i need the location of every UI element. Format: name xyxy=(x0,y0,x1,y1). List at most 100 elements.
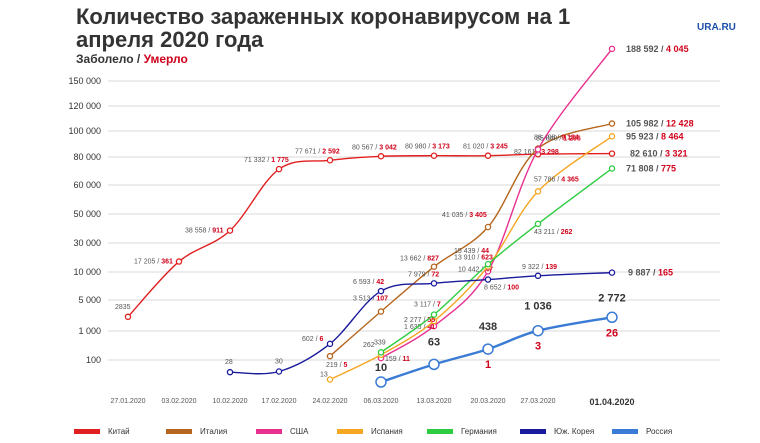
data-label: 10 xyxy=(375,362,387,374)
legend-label: Испания xyxy=(371,426,403,436)
data-point[interactable] xyxy=(226,368,234,376)
data-label: 38 558 / 911 xyxy=(185,228,224,235)
data-point[interactable] xyxy=(124,313,132,321)
brand-logo[interactable]: URA.RU xyxy=(697,22,736,33)
data-label: 13 662 / 827 xyxy=(400,256,439,263)
y-tick-label: 50 000 xyxy=(73,209,101,219)
data-label: 159 / 11 xyxy=(385,356,410,363)
data-point[interactable] xyxy=(534,272,542,280)
data-point[interactable] xyxy=(484,152,492,159)
y-tick-label: 150 000 xyxy=(68,76,101,86)
data-point[interactable] xyxy=(377,308,385,315)
deaths-label: 1 xyxy=(485,359,491,371)
data-point[interactable] xyxy=(175,258,183,265)
data-point[interactable] xyxy=(377,153,385,160)
grid xyxy=(108,80,720,361)
deaths-label: 3 xyxy=(535,341,541,353)
series-line xyxy=(127,152,613,318)
data-point[interactable] xyxy=(608,150,616,157)
data-point[interactable] xyxy=(606,311,618,324)
data-label: 80 980 / 3 173 xyxy=(405,144,450,151)
legend-item: Россия xyxy=(612,424,672,438)
x-tick-label: 27.01.2020 xyxy=(110,398,145,405)
data-label: 71 808 / 775 xyxy=(626,163,676,173)
deaths-label: 26 xyxy=(606,327,618,339)
data-point[interactable] xyxy=(608,165,616,172)
data-point[interactable] xyxy=(326,352,334,360)
data-label: 77 671 / 2 592 xyxy=(295,148,340,155)
data-point[interactable] xyxy=(484,260,492,268)
data-point[interactable] xyxy=(226,227,234,234)
legend-label: Россия xyxy=(646,426,673,436)
data-label: 2 277 / 55 xyxy=(404,317,435,324)
data-label: 80 567 / 3 042 xyxy=(352,144,397,151)
data-point[interactable] xyxy=(377,349,385,356)
data-point[interactable] xyxy=(430,280,438,287)
series-Германия: 339 3 117 / 7 15 439 / 44 43 211 / 262 71 80… xyxy=(374,163,676,356)
data-label: 339 xyxy=(374,339,386,346)
data-point[interactable] xyxy=(326,376,334,383)
data-point[interactable] xyxy=(484,223,492,231)
data-point[interactable] xyxy=(532,324,544,337)
data-point[interactable] xyxy=(377,287,385,295)
data-label: 9 887 / 165 xyxy=(628,268,673,278)
data-label: 2835 xyxy=(115,304,131,311)
series-Китай: 2835 17 205 / 361 38 558 / 911 71 332 / 1 7… xyxy=(115,144,688,321)
data-point[interactable] xyxy=(534,220,542,228)
data-label: 262 xyxy=(363,342,375,349)
legend-item: Италия xyxy=(166,424,227,438)
data-point[interactable] xyxy=(326,157,334,164)
data-label: 10 442 / 47 xyxy=(458,266,493,273)
x-tick-label: 24.02.2020 xyxy=(312,398,347,405)
data-point[interactable] xyxy=(534,188,542,195)
data-label: 28 xyxy=(225,359,233,366)
data-label: 81 020 / 3 245 xyxy=(463,144,508,151)
chart-subtitle: Заболело / Умерло xyxy=(76,52,188,66)
data-point[interactable] xyxy=(430,263,438,270)
data-label: 188 592 / 4 045 xyxy=(626,44,689,54)
legend-label: Китай xyxy=(108,426,130,436)
data-point[interactable] xyxy=(608,120,616,127)
series-line xyxy=(380,48,613,359)
data-label: 71 332 / 1 775 xyxy=(244,157,289,164)
data-point[interactable] xyxy=(534,146,542,153)
data-label: 1 635 / 41 xyxy=(404,324,435,331)
x-tick-label: 10.02.2020 xyxy=(212,398,247,405)
data-label: 1 036 xyxy=(524,301,552,313)
data-label: 7 979 / 72 xyxy=(408,271,439,278)
data-label: 438 xyxy=(479,321,497,333)
x-tick-label: 20.03.2020 xyxy=(470,398,505,405)
data-point[interactable] xyxy=(275,368,283,375)
data-label: 3 513 / 107 xyxy=(353,296,388,303)
data-point[interactable] xyxy=(482,343,494,355)
x-tick-label: 01.04.2020 xyxy=(589,397,634,407)
data-point[interactable] xyxy=(484,276,492,283)
legend-swatch xyxy=(520,428,546,434)
data-point[interactable] xyxy=(430,311,438,318)
series-line xyxy=(329,122,613,357)
data-label: 86 498 / 9 134 xyxy=(534,135,579,142)
data-point[interactable] xyxy=(275,165,283,173)
data-label: 57 786 / 4 365 xyxy=(534,176,579,183)
legend-swatch xyxy=(337,428,363,434)
data-point[interactable] xyxy=(608,45,616,53)
data-point[interactable] xyxy=(326,340,334,348)
y-tick-label: 1 000 xyxy=(78,326,101,336)
data-point[interactable] xyxy=(428,358,440,371)
data-label: 82 161 / 3 298 xyxy=(514,149,559,156)
died-label: Умерло xyxy=(143,52,188,66)
data-point[interactable] xyxy=(608,133,616,140)
y-tick-label: 30 000 xyxy=(73,238,101,248)
data-point[interactable] xyxy=(375,376,387,388)
data-point[interactable] xyxy=(430,317,438,325)
data-label: 95 923 / 8 464 xyxy=(626,131,684,141)
data-label: 3 117 / 7 xyxy=(414,302,441,309)
legend-swatch xyxy=(427,428,453,434)
data-label: 15 439 / 44 xyxy=(454,248,489,255)
data-label: 82 610 / 3 321 xyxy=(630,149,688,159)
data-point[interactable] xyxy=(608,269,616,276)
y-tick-label: 60 000 xyxy=(73,180,101,190)
x-tick-label: 17.02.2020 xyxy=(261,398,296,405)
data-label: 2 772 xyxy=(598,292,626,304)
data-point[interactable] xyxy=(430,152,438,159)
